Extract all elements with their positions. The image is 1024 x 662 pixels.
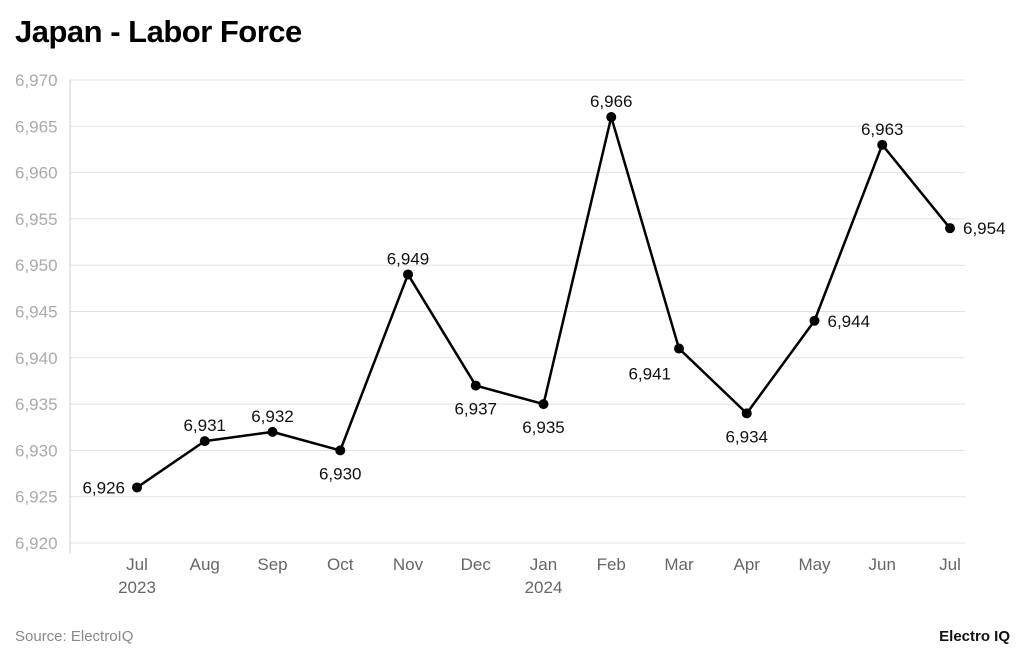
data-point [945, 223, 955, 234]
y-tick-label: 6,960 [15, 164, 58, 183]
x-tick-label: 2024 [525, 578, 563, 597]
data-label: 6,935 [522, 418, 565, 437]
y-tick-label: 6,970 [15, 71, 58, 90]
y-tick-label: 6,965 [15, 117, 58, 136]
data-point [267, 426, 278, 437]
x-tick-label: Jul [939, 555, 961, 574]
x-tick-label: Apr [734, 555, 761, 574]
y-tick-label: 6,940 [15, 349, 58, 368]
x-tick-label: 2023 [118, 578, 156, 597]
y-tick-label: 6,945 [15, 303, 58, 322]
data-point [741, 408, 752, 419]
y-tick-label: 6,955 [15, 210, 58, 229]
data-label: 6,930 [319, 464, 362, 483]
data-point [403, 269, 413, 280]
data-point [674, 343, 684, 354]
x-tick-label: Aug [190, 555, 220, 574]
data-point [470, 380, 481, 391]
data-point [335, 445, 346, 456]
y-tick-label: 6,925 [15, 488, 58, 507]
data-point [538, 399, 549, 410]
data-label: 6,941 [628, 365, 671, 384]
data-label: 6,944 [828, 312, 871, 331]
x-tick-label: Oct [327, 555, 354, 574]
source-note: Source: ElectroIQ [15, 628, 134, 645]
y-tick-label: 6,935 [15, 395, 58, 414]
x-tick-label: Jul [126, 555, 148, 574]
x-tick-label: Jun [869, 555, 896, 574]
y-tick-label: 6,950 [15, 256, 58, 275]
x-tick-label: May [798, 555, 831, 574]
data-point [877, 139, 888, 150]
x-tick-label: Nov [393, 555, 424, 574]
data-label: 6,963 [861, 120, 904, 139]
data-label: 6,949 [387, 249, 430, 268]
x-tick-label: Feb [597, 555, 626, 574]
x-tick-label: Dec [461, 555, 492, 574]
data-label: 6,931 [183, 416, 226, 435]
data-label: 6,932 [251, 407, 294, 426]
data-label: 6,937 [454, 400, 497, 419]
data-point [606, 112, 617, 123]
brand-logo: Electro IQ [939, 628, 1010, 645]
x-tick-label: Jan [530, 555, 557, 574]
x-tick-label: Mar [664, 555, 694, 574]
data-label: 6,934 [725, 427, 768, 446]
data-point [809, 315, 820, 326]
data-label: 6,926 [82, 478, 125, 497]
data-point [132, 482, 142, 493]
data-label: 6,966 [590, 92, 633, 111]
y-tick-label: 6,930 [15, 441, 58, 460]
data-label: 6,954 [963, 219, 1006, 238]
data-point [199, 436, 210, 447]
x-tick-label: Sep [257, 555, 287, 574]
chart-title: Japan - Labor Force [15, 14, 302, 49]
y-tick-label: 6,920 [15, 534, 58, 553]
